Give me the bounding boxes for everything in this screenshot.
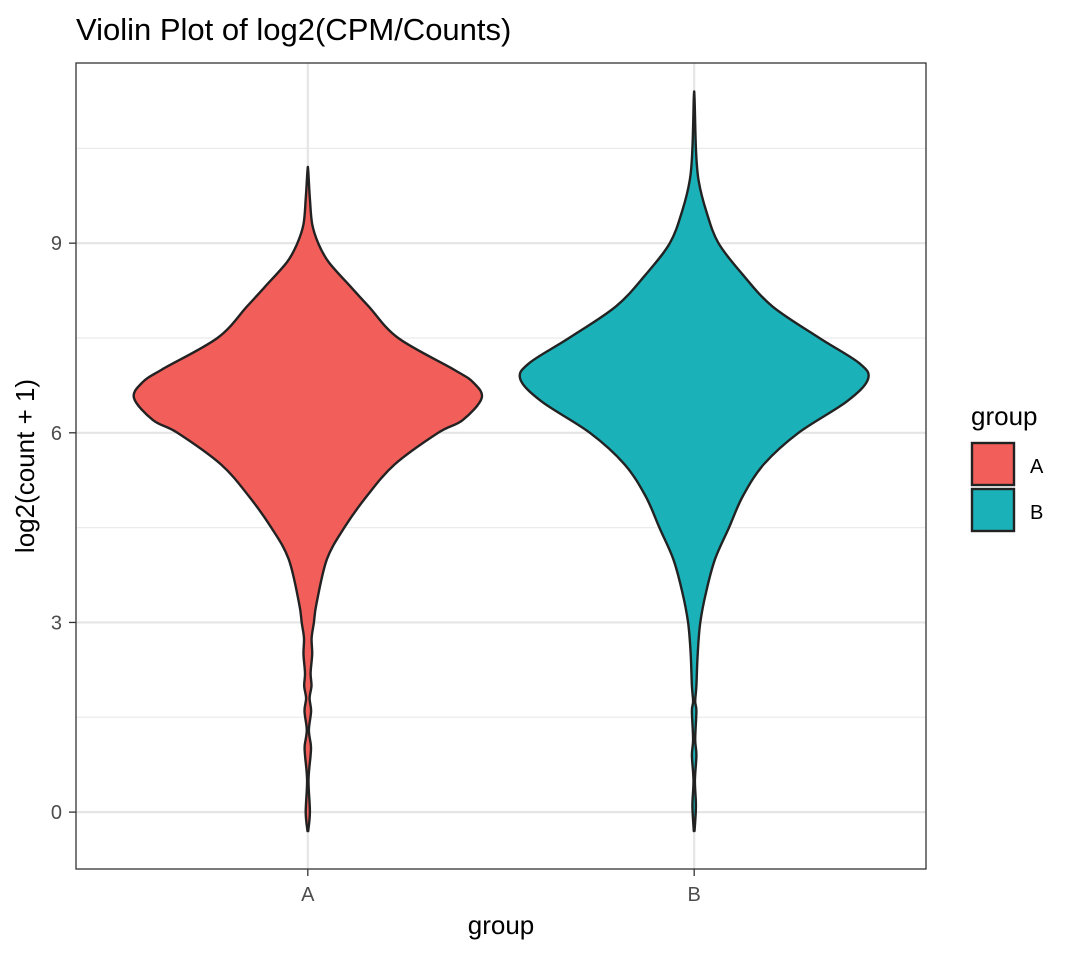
x-axis-label: group: [468, 910, 535, 940]
legend-key-B: [970, 487, 1016, 533]
y-tick-label: 6: [51, 423, 62, 445]
chart-title: Violin Plot of log2(CPM/Counts): [76, 12, 511, 47]
plot-panel: [75, 62, 927, 870]
legend-key-A: [970, 441, 1016, 487]
legend-label: B: [1030, 502, 1043, 524]
y-tick-label: 3: [51, 612, 62, 634]
x-tick-label: A: [301, 884, 315, 906]
panel-border: [75, 62, 927, 870]
y-axis-label: log2(count + 1): [10, 379, 40, 553]
x-tick-label: B: [688, 884, 701, 906]
legend: group AB: [970, 401, 1044, 533]
violins: [132, 90, 870, 833]
violin-A: [132, 165, 484, 833]
legend-label: A: [1030, 456, 1044, 478]
legend-items: AB: [970, 441, 1044, 533]
y-axis: 0 3 6 9: [51, 233, 76, 824]
y-tick-label: 9: [51, 233, 62, 255]
y-tick-label: 0: [51, 802, 62, 824]
violin-B: [518, 90, 870, 833]
legend-title: group: [971, 401, 1038, 431]
panel-background: [76, 63, 926, 869]
